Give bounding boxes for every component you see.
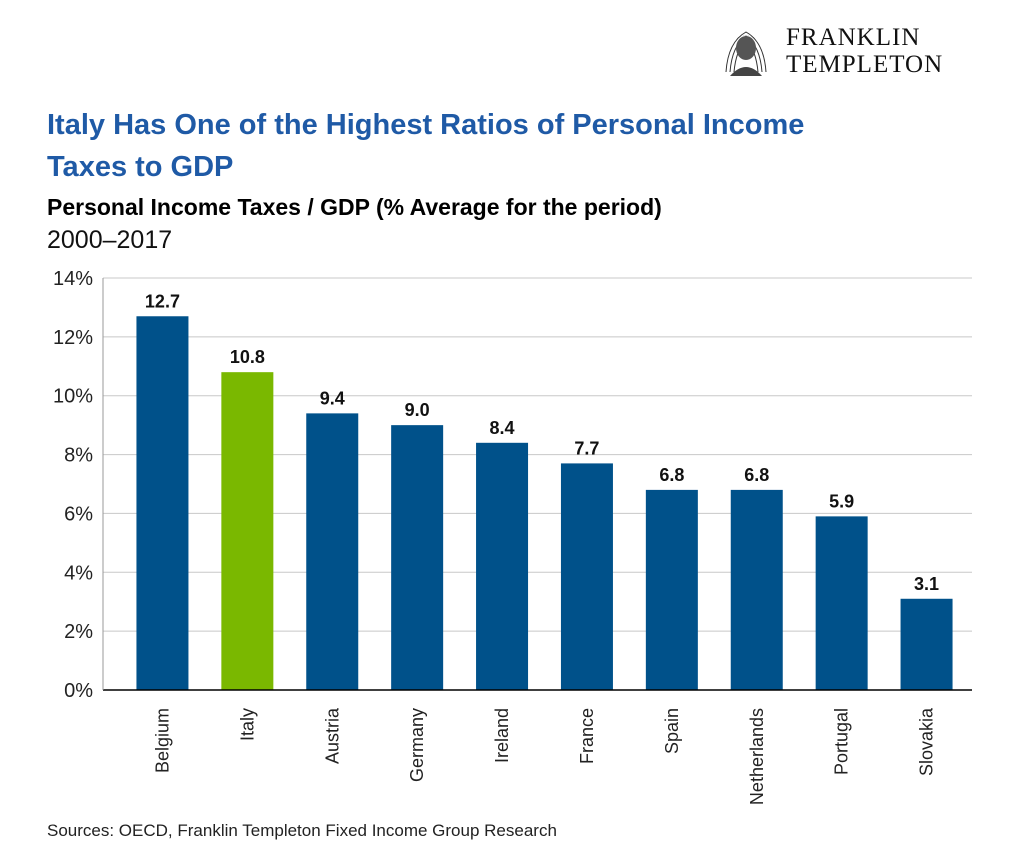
y-tick-label: 0% [64,680,93,702]
bar-chart: 0% 2% 4% 6% 8% 10% 12% 14% 12.7 Belgium 10.8 Italy 9… [53,268,972,805]
y-tick-label: 2% [64,621,93,643]
chart-title: Italy Has One of the Highest Ratios of P… [47,109,805,183]
x-tick-label: Belgium [152,708,172,773]
x-tick-label: Netherlands [747,708,767,805]
y-tick-label: 4% [64,562,93,584]
bar [900,598,953,690]
y-tick-label: 12% [53,327,93,349]
franklin-portrait-icon [718,24,774,76]
data-label: 6.8 [659,465,684,485]
x-tick-label: Germany [407,708,427,782]
data-label: 9.0 [405,400,430,420]
x-tick-label: France [577,708,597,764]
y-tick-label: 10% [53,386,93,408]
bar [391,425,444,690]
x-tick-label: Slovakia [917,707,937,776]
brand-logo: FRANKLIN TEMPLETON [716,22,966,78]
data-label: 10.8 [230,347,265,367]
bar [560,463,613,690]
brand-line2: TEMPLETON [786,51,944,78]
data-label: 6.8 [744,465,769,485]
bar [645,489,698,690]
x-tick-label: Spain [662,708,682,754]
data-label: 7.7 [574,438,599,458]
chart-period: 2000–2017 [47,226,173,254]
bar [476,442,529,690]
brand-line1: FRANKLIN [786,24,921,51]
y-tick-label: 14% [53,268,93,290]
data-label: 8.4 [490,418,515,438]
brand-name: FRANKLIN TEMPLETON [786,24,943,78]
bar [221,372,274,690]
x-tick-label: Italy [237,708,257,741]
x-tick-label: Ireland [492,708,512,763]
data-label: 9.4 [320,388,345,408]
data-label: 5.9 [829,491,854,511]
bar [815,516,868,690]
y-tick-label: 8% [64,445,93,467]
bar [306,413,359,690]
chart-subtitle: Personal Income Taxes / GDP (% Average f… [47,194,662,220]
bar [730,489,783,690]
bar [136,316,189,690]
y-tick-label: 6% [64,503,93,525]
source-note: Sources: OECD, Franklin Templeton Fixed … [47,821,557,840]
x-tick-label: Austria [322,707,342,764]
data-label: 12.7 [145,291,180,311]
x-tick-label: Portugal [832,708,852,775]
data-label: 3.1 [914,574,939,594]
